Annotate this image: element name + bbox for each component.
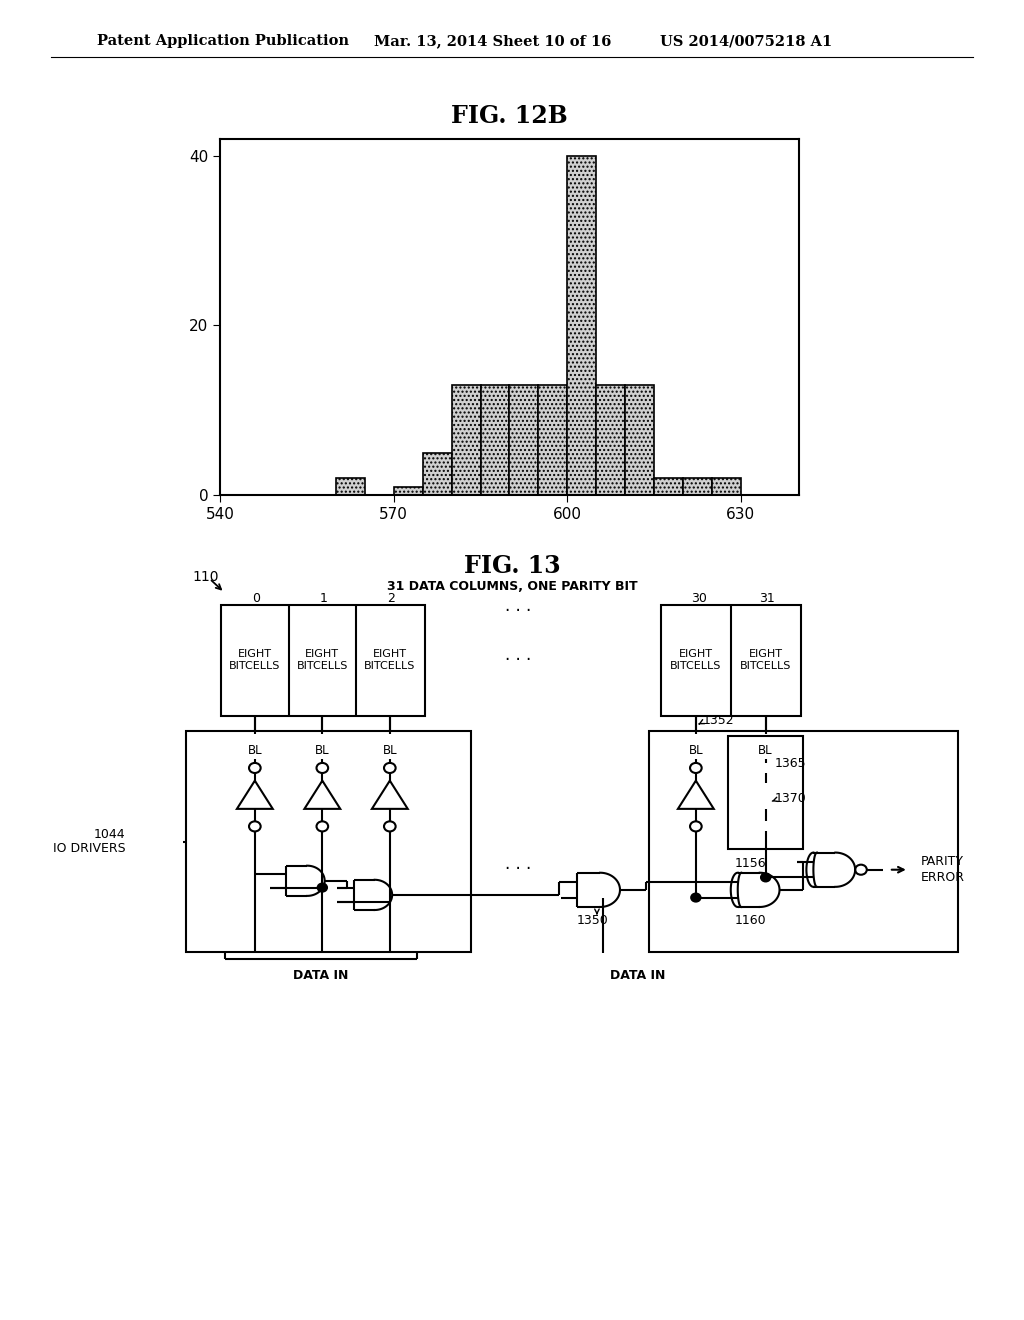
Text: Mar. 13, 2014 Sheet 10 of 16: Mar. 13, 2014 Sheet 10 of 16 (374, 34, 611, 49)
Text: 1156: 1156 (735, 857, 766, 870)
Text: 1: 1 (319, 593, 328, 606)
Bar (712, 478, 740, 495)
Text: PARITY: PARITY (921, 855, 964, 869)
Text: 110: 110 (193, 569, 218, 583)
Text: 31 DATA COLUMNS, ONE PARITY BIT: 31 DATA COLUMNS, ONE PARITY BIT (387, 579, 637, 593)
Bar (480, 384, 509, 495)
Text: BL: BL (759, 744, 773, 758)
Text: 1352: 1352 (702, 714, 734, 727)
Text: 1044
IO DRIVERS: 1044 IO DRIVERS (53, 828, 126, 855)
Text: EIGHT
BITCELLS: EIGHT BITCELLS (365, 649, 416, 671)
Text: BL: BL (688, 744, 703, 758)
Text: 2: 2 (387, 593, 395, 606)
Text: 0: 0 (252, 593, 260, 606)
Bar (423, 453, 452, 495)
Text: 30: 30 (691, 593, 708, 606)
Text: · · ·: · · · (505, 651, 530, 669)
Text: DATA IN: DATA IN (610, 969, 666, 982)
Bar (649, 731, 957, 952)
Text: 1370: 1370 (775, 792, 807, 805)
Bar (452, 384, 480, 495)
Text: EIGHT
BITCELLS: EIGHT BITCELLS (740, 649, 792, 671)
Bar (625, 384, 654, 495)
Text: Patent Application Publication: Patent Application Publication (97, 34, 349, 49)
Text: 1160: 1160 (735, 913, 766, 927)
Text: 31: 31 (759, 593, 775, 606)
Bar (336, 478, 365, 495)
Text: BL: BL (383, 744, 397, 758)
Text: · · ·: · · · (505, 602, 530, 620)
Text: EIGHT
BITCELLS: EIGHT BITCELLS (670, 649, 722, 671)
Bar (683, 478, 712, 495)
Text: BL: BL (248, 744, 262, 758)
Text: FIG. 13: FIG. 13 (464, 554, 560, 578)
Text: 1365: 1365 (775, 758, 807, 771)
Text: DATA IN: DATA IN (293, 969, 348, 982)
Bar (567, 156, 596, 495)
Bar (654, 478, 683, 495)
Text: EIGHT
BITCELLS: EIGHT BITCELLS (297, 649, 348, 671)
Text: · · ·: · · · (505, 859, 530, 878)
Text: EIGHT
BITCELLS: EIGHT BITCELLS (229, 649, 281, 671)
Text: 1350: 1350 (578, 913, 609, 927)
Circle shape (691, 894, 700, 902)
Bar (596, 384, 625, 495)
Text: FIG. 12B: FIG. 12B (451, 104, 567, 128)
Text: US 2014/0075218 A1: US 2014/0075218 A1 (660, 34, 833, 49)
Bar (221, 605, 425, 715)
Bar (186, 731, 471, 952)
Circle shape (317, 883, 327, 891)
Circle shape (761, 874, 770, 882)
Bar (660, 605, 801, 715)
Bar (728, 735, 803, 849)
Bar (394, 487, 423, 495)
Text: BL: BL (315, 744, 330, 758)
Text: ERROR: ERROR (921, 871, 965, 884)
Bar (539, 384, 567, 495)
Bar (510, 384, 539, 495)
